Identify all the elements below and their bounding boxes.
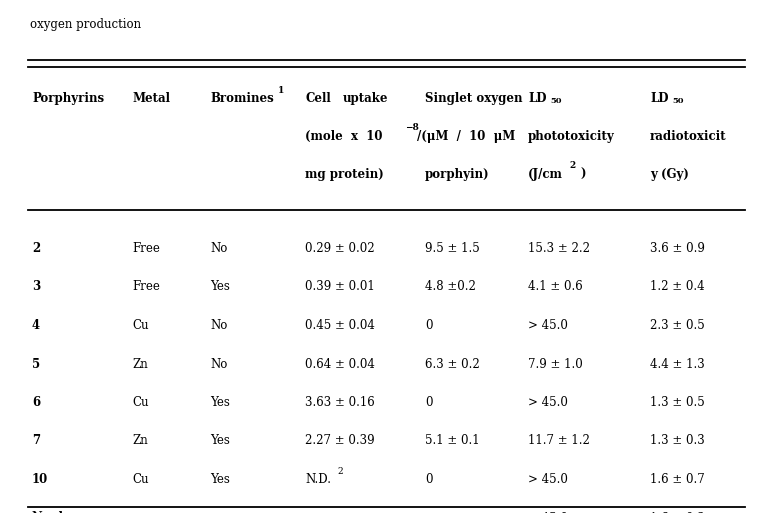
- Text: 2.3 ± 0.5: 2.3 ± 0.5: [650, 319, 705, 332]
- Text: 2: 2: [337, 467, 343, 476]
- Text: LD: LD: [528, 92, 546, 105]
- Text: Cell: Cell: [305, 92, 331, 105]
- Text: 0.29 ± 0.02: 0.29 ± 0.02: [305, 242, 375, 255]
- Text: No: No: [210, 242, 227, 255]
- Text: 0.64 ± 0.04: 0.64 ± 0.04: [305, 358, 375, 370]
- Text: ): ): [580, 168, 585, 181]
- Text: 2: 2: [32, 242, 40, 255]
- Text: No drug: No drug: [32, 511, 86, 513]
- Text: 10: 10: [32, 473, 48, 486]
- Text: 0: 0: [425, 319, 432, 332]
- Text: 6.3 ± 0.2: 6.3 ± 0.2: [425, 358, 480, 370]
- Text: Yes: Yes: [210, 473, 230, 486]
- Text: Singlet oxygen: Singlet oxygen: [425, 92, 523, 105]
- Text: -: -: [132, 511, 136, 513]
- Text: -: -: [210, 511, 214, 513]
- Text: N.D.: N.D.: [305, 473, 331, 486]
- Text: Cu: Cu: [132, 396, 148, 409]
- Text: No: No: [210, 319, 227, 332]
- Text: 6: 6: [32, 396, 40, 409]
- Text: 1.3 ± 0.3: 1.3 ± 0.3: [650, 435, 705, 447]
- Text: 7: 7: [32, 435, 40, 447]
- Text: 1.3 ± 0.5: 1.3 ± 0.5: [650, 396, 705, 409]
- Text: Metal: Metal: [132, 92, 170, 105]
- Text: 0.45 ± 0.04: 0.45 ± 0.04: [305, 319, 375, 332]
- Text: Yes: Yes: [210, 435, 230, 447]
- Text: 0.39 ± 0.01: 0.39 ± 0.01: [305, 281, 375, 293]
- Text: (J/cm: (J/cm: [528, 168, 563, 181]
- Text: radiotoxicit: radiotoxicit: [650, 130, 727, 143]
- Text: 4.4 ± 1.3: 4.4 ± 1.3: [650, 358, 705, 370]
- Text: Free: Free: [132, 281, 160, 293]
- Text: LD: LD: [650, 92, 669, 105]
- Text: /(μM  /  10  μM: /(μM / 10 μM: [417, 130, 515, 143]
- Text: Cu: Cu: [132, 473, 148, 486]
- Text: 5.1 ± 0.1: 5.1 ± 0.1: [425, 435, 480, 447]
- Text: 0: 0: [425, 473, 432, 486]
- Text: 11.7 ± 1.2: 11.7 ± 1.2: [528, 435, 590, 447]
- Text: Yes: Yes: [210, 281, 230, 293]
- Text: > 45.0: > 45.0: [528, 319, 568, 332]
- Text: -: -: [305, 511, 309, 513]
- Text: > 45.0: > 45.0: [528, 511, 568, 513]
- Text: −8: −8: [405, 123, 419, 132]
- Text: > 45.0: > 45.0: [528, 396, 568, 409]
- Text: Porphyrins: Porphyrins: [32, 92, 104, 105]
- Text: 5: 5: [32, 358, 40, 370]
- Text: 4: 4: [32, 319, 40, 332]
- Text: y (Gy): y (Gy): [650, 168, 689, 181]
- Text: porphyin): porphyin): [425, 168, 489, 181]
- Text: 2: 2: [569, 161, 575, 170]
- Text: Free: Free: [132, 242, 160, 255]
- Text: 0: 0: [425, 396, 432, 409]
- Text: 3.63 ± 0.16: 3.63 ± 0.16: [305, 396, 375, 409]
- Text: Yes: Yes: [210, 396, 230, 409]
- Text: 3: 3: [32, 281, 40, 293]
- Text: No: No: [210, 358, 227, 370]
- Text: uptake: uptake: [343, 92, 388, 105]
- Text: 7.9 ± 1.0: 7.9 ± 1.0: [528, 358, 583, 370]
- Text: Bromines: Bromines: [210, 92, 274, 105]
- Text: 9.5 ± 1.5: 9.5 ± 1.5: [425, 242, 480, 255]
- Text: mg protein): mg protein): [305, 168, 384, 181]
- Text: 1: 1: [278, 86, 284, 95]
- Text: 4.1 ± 0.6: 4.1 ± 0.6: [528, 281, 583, 293]
- Text: -: -: [425, 511, 429, 513]
- Text: 4.8 ±0.2: 4.8 ±0.2: [425, 281, 476, 293]
- Text: 15.3 ± 2.2: 15.3 ± 2.2: [528, 242, 590, 255]
- Text: Zn: Zn: [132, 435, 147, 447]
- Text: 2.27 ± 0.39: 2.27 ± 0.39: [305, 435, 375, 447]
- Text: 1.6 ± 0.7: 1.6 ± 0.7: [650, 473, 705, 486]
- Text: 1.6 ± 0.3: 1.6 ± 0.3: [650, 511, 705, 513]
- Text: oxygen production: oxygen production: [30, 18, 141, 31]
- Text: 3.6 ± 0.9: 3.6 ± 0.9: [650, 242, 705, 255]
- Text: Cu: Cu: [132, 319, 148, 332]
- Text: 1.2 ± 0.4: 1.2 ± 0.4: [650, 281, 705, 293]
- Text: Zn: Zn: [132, 358, 147, 370]
- Text: > 45.0: > 45.0: [528, 473, 568, 486]
- Text: 50: 50: [550, 97, 562, 105]
- Text: phototoxicity: phototoxicity: [528, 130, 615, 143]
- Text: (mole  x  10: (mole x 10: [305, 130, 382, 143]
- Text: 50: 50: [672, 97, 683, 105]
